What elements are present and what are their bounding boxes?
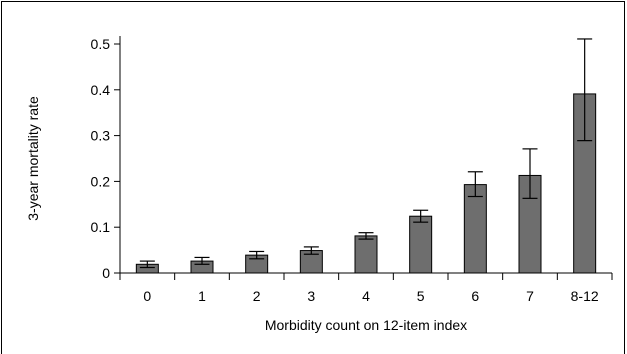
axes-group: [117, 36, 612, 274]
bar-4: [354, 235, 378, 274]
x-tick-label: 6: [471, 288, 479, 304]
y-tick-label: 0.1: [91, 219, 111, 235]
x-tick-label: 0: [143, 288, 151, 304]
x-ticks-group: 0 1 2 3 4 5 6 7 8-12: [119, 273, 613, 304]
x-tick-label: 3: [307, 288, 315, 304]
y-tick-label: 0.4: [91, 82, 111, 98]
bars-group: [135, 93, 597, 274]
y-tick-label: 0.5: [91, 36, 111, 52]
bar-6: [463, 184, 487, 274]
y-axis-title: 3-year mortality rate: [25, 96, 41, 221]
x-tick-label: 7: [526, 288, 534, 304]
x-axis-title: Morbidity count on 12-item index: [265, 317, 467, 333]
y-ticks-group: 0 0.1 0.2 0.3 0.4 0.5: [91, 36, 120, 281]
y-tick-label: 0.2: [91, 173, 111, 189]
y-tick-label: 0.3: [91, 128, 111, 144]
x-tick-label: 2: [253, 288, 261, 304]
x-tick-label: 8-12: [571, 288, 599, 304]
x-tick-label: 5: [417, 288, 425, 304]
bar-5: [409, 215, 433, 274]
error-bars-group: [139, 38, 593, 269]
x-tick-label: 4: [362, 288, 370, 304]
x-tick-label: 1: [198, 288, 206, 304]
y-tick-label: 0: [102, 265, 110, 281]
